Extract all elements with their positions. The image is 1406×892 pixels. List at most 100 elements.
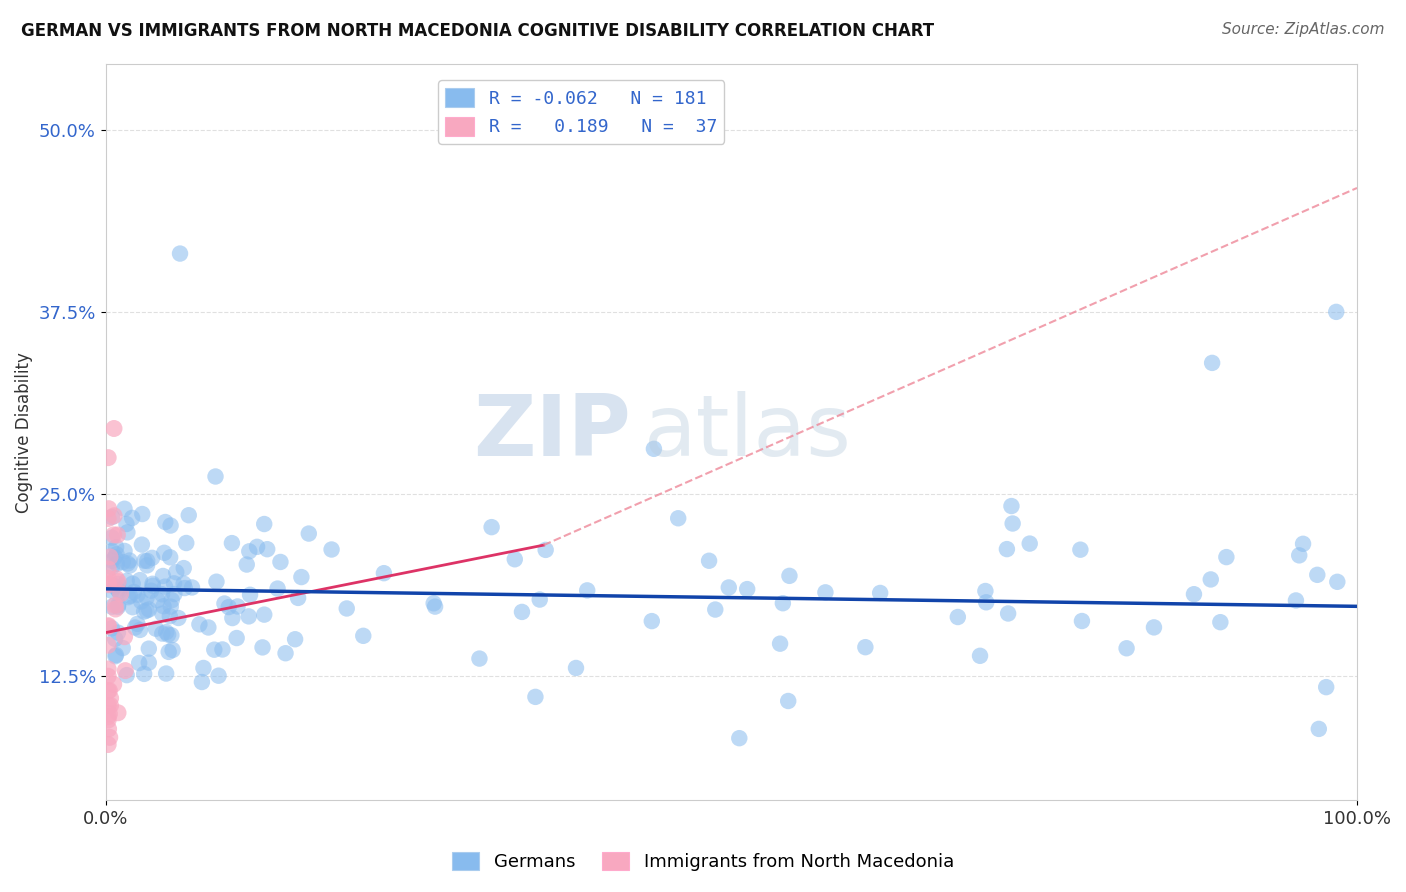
Point [101,621,124,635]
Point [287,591,309,605]
Point [97,578,120,592]
Point [105,557,128,571]
Point [134,666,156,681]
Point [735,582,758,596]
Point [107,574,129,589]
Point [150,607,173,621]
Point [127,588,149,602]
Point [105,540,128,554]
Point [256,542,278,557]
Point [101,583,124,598]
Point [253,607,276,622]
Point [115,516,138,531]
Point [165,566,187,580]
Point [104,599,127,613]
Point [97,618,120,632]
Point [207,669,229,683]
Point [717,581,740,595]
Point [146,593,169,607]
Point [97,577,120,591]
Point [135,591,157,605]
Point [141,550,163,565]
Point [97,713,120,727]
Point [122,585,145,599]
Point [138,641,160,656]
Point [138,656,160,670]
Point [105,547,128,561]
Point [173,581,195,595]
Point [98,706,121,721]
Point [221,611,243,625]
Point [239,588,262,602]
Point [252,640,274,655]
Text: GERMAN VS IMMIGRANTS FROM NORTH MACEDONIA COGNITIVE DISABILITY CORRELATION CHART: GERMAN VS IMMIGRANTS FROM NORTH MACEDONI… [21,22,934,40]
Point [131,538,153,552]
Point [104,602,127,616]
Point [946,610,969,624]
Point [697,554,720,568]
Point [235,558,257,572]
Text: ZIP: ZIP [474,391,631,474]
Point [778,569,800,583]
Point [101,510,124,524]
Text: Source: ZipAtlas.com: Source: ZipAtlas.com [1222,22,1385,37]
Text: atlas: atlas [644,391,852,474]
Point [97,662,120,676]
Point [269,555,291,569]
Point [108,584,131,599]
Point [1071,614,1094,628]
Point [1315,680,1337,694]
Point [529,592,551,607]
Point [115,668,138,682]
Point [107,582,129,597]
Point [115,574,138,588]
Point [274,646,297,660]
Point [643,442,665,456]
Point [1324,305,1347,319]
Point [853,640,876,655]
Point [197,620,219,634]
Point [97,450,120,465]
Point [202,642,225,657]
Point [128,656,150,670]
Point [104,632,127,646]
Point [142,579,165,593]
Point [107,577,129,591]
Point [1199,573,1222,587]
Point [1288,549,1310,563]
Point [105,572,128,586]
Point [159,599,181,614]
Point [118,553,141,567]
Point [321,542,343,557]
Point [226,599,249,614]
Point [145,622,167,636]
Point [129,594,152,608]
Point [173,561,195,575]
Point [97,709,120,723]
Point [995,542,1018,557]
Point [373,566,395,581]
Point [129,623,152,637]
Point [869,586,891,600]
Point [641,614,664,628]
Point [204,469,226,483]
Point [138,602,160,616]
Point [104,648,127,662]
Point [1209,615,1232,630]
Point [1215,550,1237,565]
Point [169,246,191,260]
Point [163,587,186,601]
Point [124,621,146,635]
Point [134,554,156,568]
Point [177,508,200,523]
Point [97,619,120,633]
Point [104,649,127,664]
Point [155,515,177,529]
Point [191,675,214,690]
Point [118,558,141,573]
Point [772,596,794,610]
Point [298,526,321,541]
Point [114,630,136,644]
Point [565,661,588,675]
Point [155,666,177,681]
